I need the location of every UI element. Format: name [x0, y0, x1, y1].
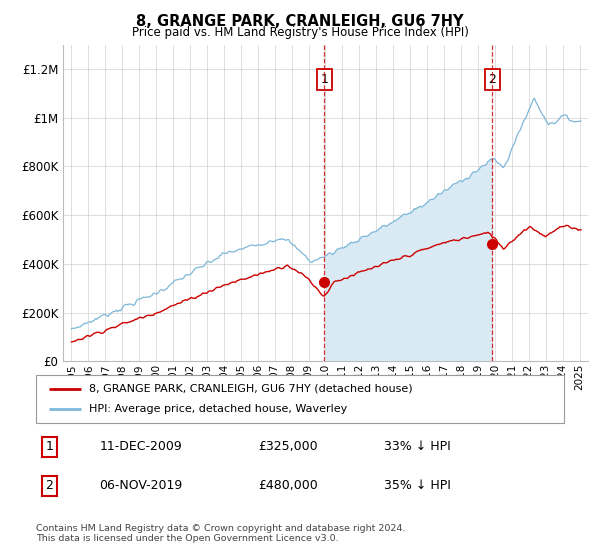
Text: 8, GRANGE PARK, CRANLEIGH, GU6 7HY (detached house): 8, GRANGE PARK, CRANLEIGH, GU6 7HY (deta… [89, 384, 412, 394]
FancyBboxPatch shape [36, 375, 564, 423]
Text: 06-NOV-2019: 06-NOV-2019 [100, 479, 182, 492]
Text: £325,000: £325,000 [258, 440, 317, 454]
Text: Contains HM Land Registry data © Crown copyright and database right 2024.
This d: Contains HM Land Registry data © Crown c… [36, 524, 406, 543]
Text: 1: 1 [320, 73, 328, 86]
Text: 11-DEC-2009: 11-DEC-2009 [100, 440, 182, 454]
Text: 8, GRANGE PARK, CRANLEIGH, GU6 7HY: 8, GRANGE PARK, CRANLEIGH, GU6 7HY [136, 14, 464, 29]
Text: Price paid vs. HM Land Registry's House Price Index (HPI): Price paid vs. HM Land Registry's House … [131, 26, 469, 39]
Text: 1: 1 [45, 440, 53, 454]
Text: 35% ↓ HPI: 35% ↓ HPI [385, 479, 451, 492]
Text: 33% ↓ HPI: 33% ↓ HPI [385, 440, 451, 454]
Text: £480,000: £480,000 [258, 479, 317, 492]
Text: HPI: Average price, detached house, Waverley: HPI: Average price, detached house, Wave… [89, 404, 347, 414]
Text: 2: 2 [45, 479, 53, 492]
Text: 2: 2 [488, 73, 496, 86]
